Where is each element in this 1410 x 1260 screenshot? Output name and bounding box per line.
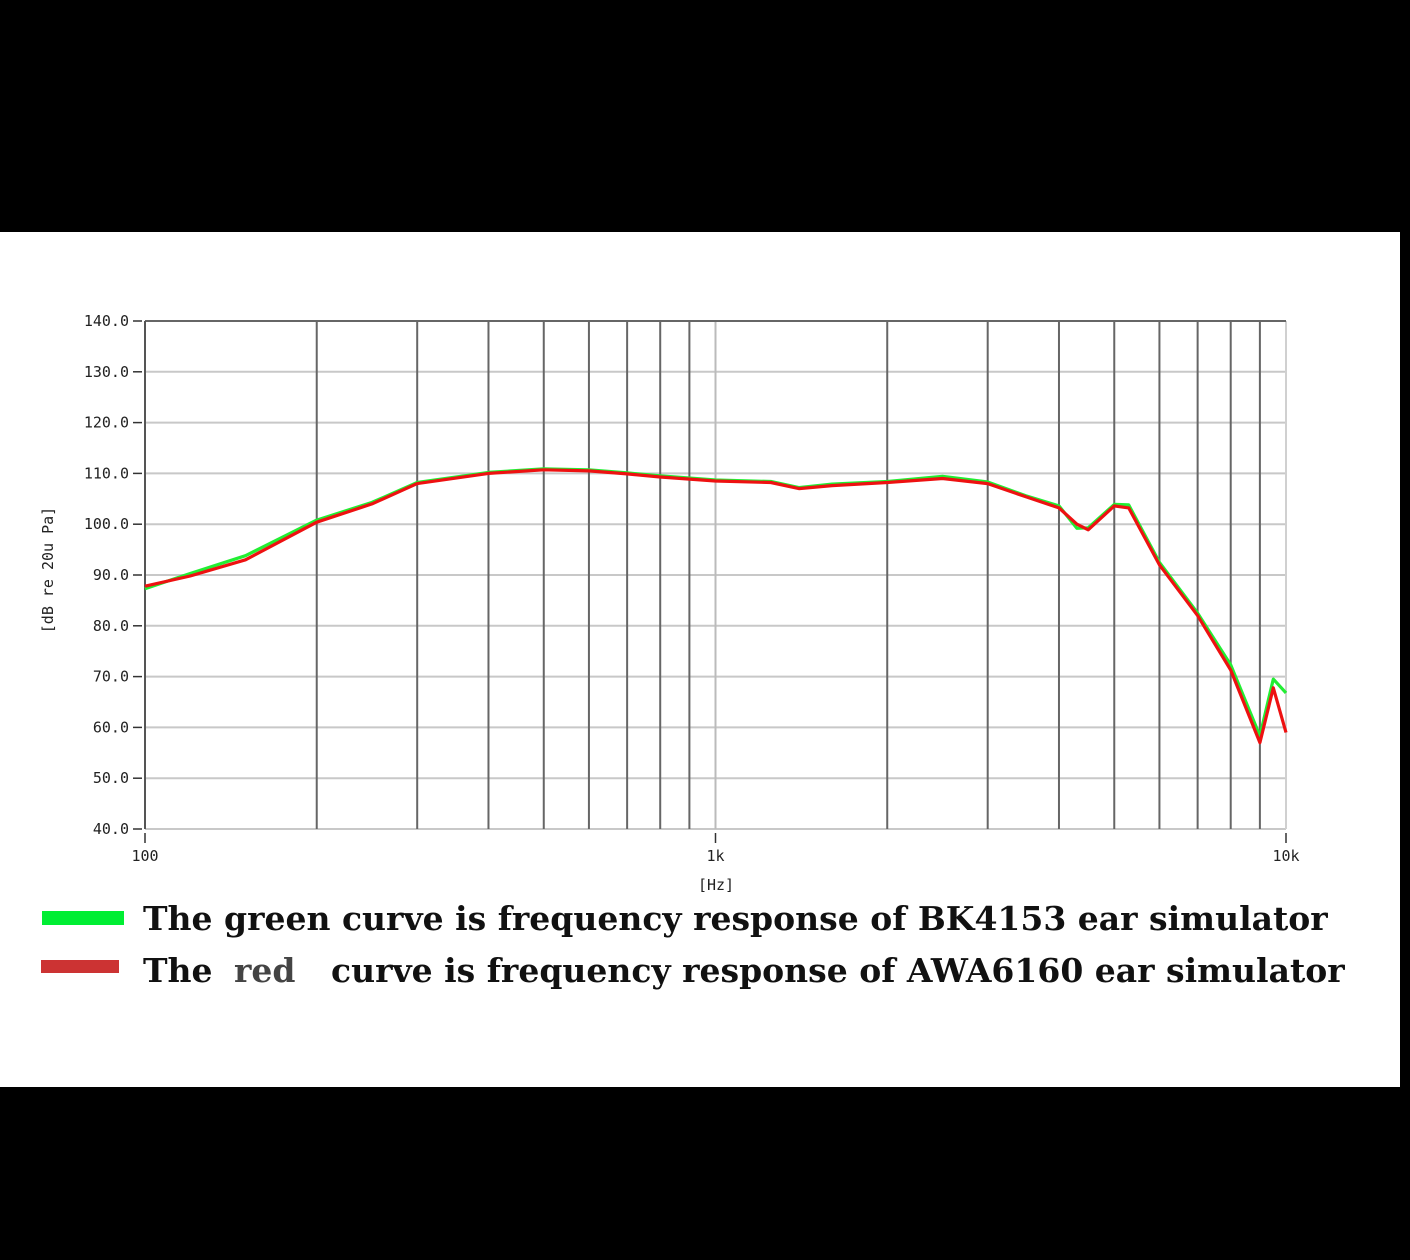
y-tick-label: 100.0 <box>84 515 129 533</box>
y-tick-label: 70.0 <box>93 668 129 686</box>
series-red-awa6160 <box>144 468 1288 745</box>
legend-entry-red-word: red <box>234 951 295 990</box>
x-axis-label: [Hz] <box>698 876 734 894</box>
data-series <box>144 467 1288 745</box>
y-axis-label: [dB re 20u Pa] <box>39 507 57 633</box>
x-axis: 100 1k 10k <box>131 833 1300 865</box>
plot-grid <box>144 320 1287 830</box>
legend-entry-red-the: The <box>143 951 213 990</box>
legend: The green curve is frequency response of… <box>41 899 1345 990</box>
y-tick-label: 60.0 <box>93 718 129 736</box>
legend-entry-red-rest: curve is frequency response of AWA6160 e… <box>331 951 1345 990</box>
legend-entry-green: The green curve is frequency response of… <box>143 899 1328 938</box>
x-tick-label: 1k <box>706 847 724 865</box>
y-tick-label: 90.0 <box>93 566 129 584</box>
y-tick-label: 110.0 <box>84 464 129 482</box>
y-tick-label: 80.0 <box>93 617 129 635</box>
y-tick-label: 50.0 <box>93 769 129 787</box>
y-tick-label: 120.0 <box>84 414 129 432</box>
legend-swatch-green <box>42 911 124 925</box>
x-tick-label: 10k <box>1272 847 1299 865</box>
legend-swatch-red <box>41 960 119 973</box>
y-tick-label: 40.0 <box>93 820 129 838</box>
y-axis: 140.0 130.0 120.0 110.0 100.0 90.0 80.0 70.0 60.… <box>84 312 142 838</box>
chart-panel <box>0 232 1400 1087</box>
x-tick-label: 100 <box>131 847 158 865</box>
y-tick-label: 130.0 <box>84 363 129 381</box>
y-tick-label: 140.0 <box>84 312 129 330</box>
